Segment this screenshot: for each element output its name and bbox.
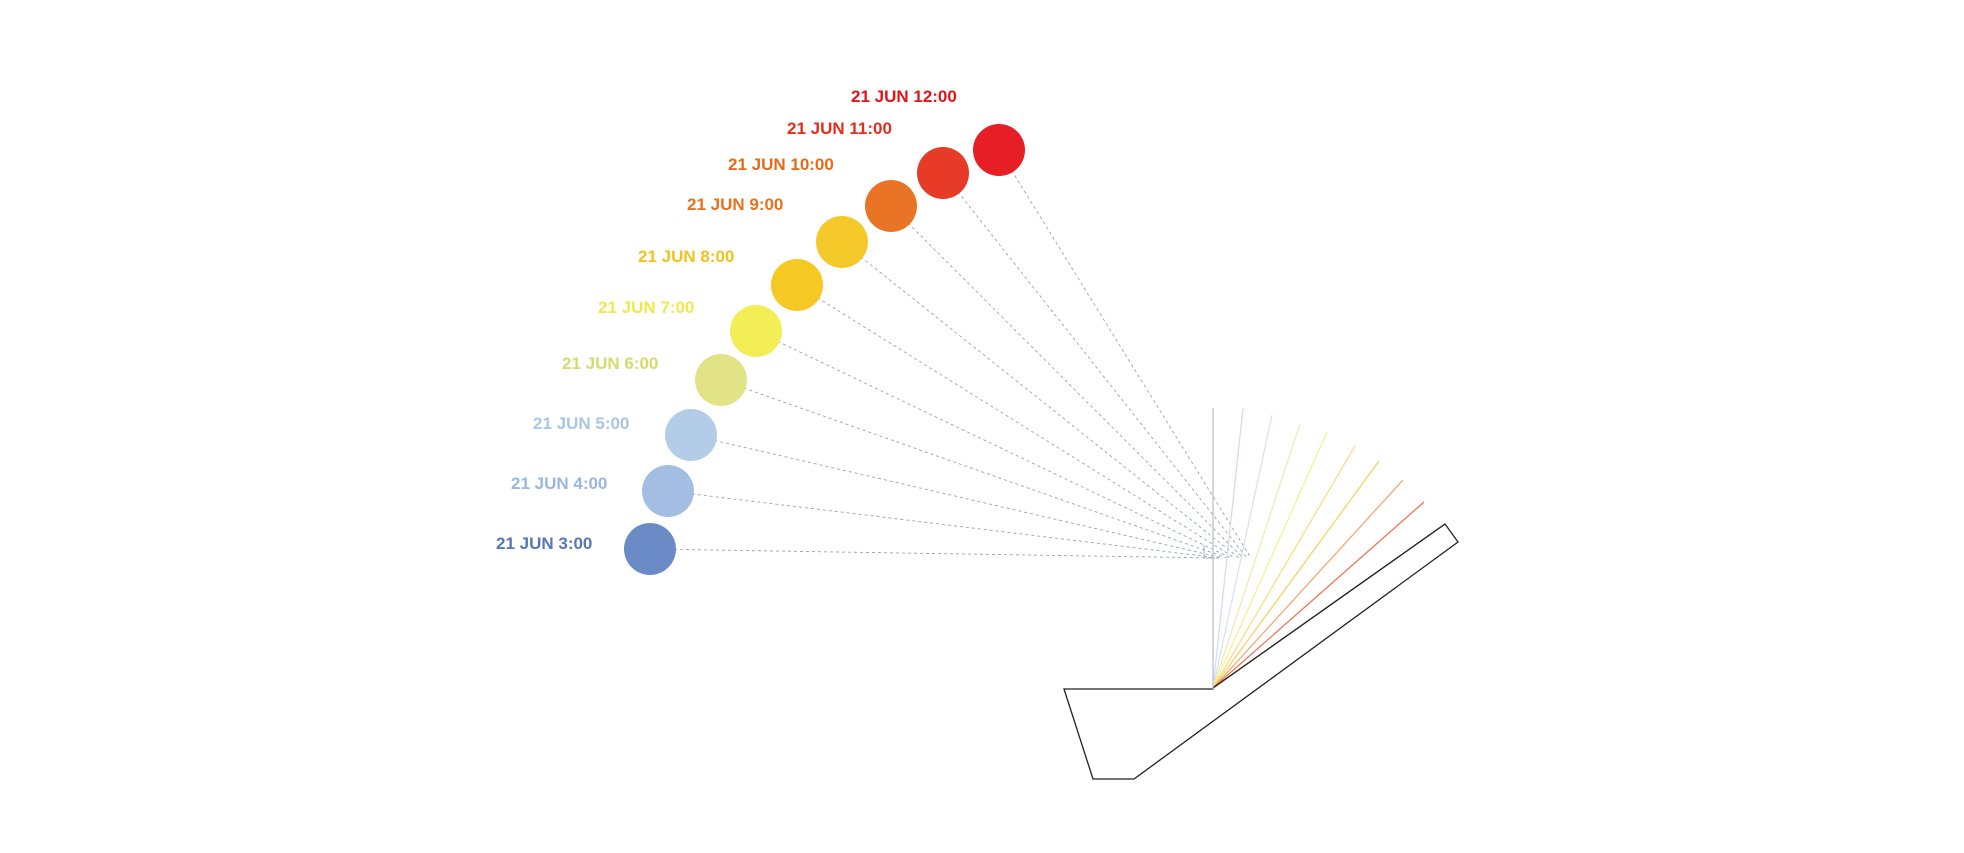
sun-labels: 21 JUN 3:00 21 JUN 4:00 21 JUN 5:00 21 JUN …: [496, 87, 957, 553]
sun-dashed-line: [690, 434, 1224, 559]
building-section: [1063, 408, 1459, 780]
sun-dashed-line: [649, 548, 1216, 559]
sun-time-label: 21 JUN 7:00: [598, 298, 694, 317]
sun-ray: [1212, 460, 1380, 689]
sun-circle: [917, 147, 969, 199]
sun-time-label: 21 JUN 11:00: [787, 119, 892, 138]
right-angle-mark: [1203, 545, 1213, 559]
sun-time-label: 21 JUN 5:00: [533, 414, 629, 433]
sun-time-label: 21 JUN 12:00: [851, 87, 957, 106]
sun-time-label: 21 JUN 4:00: [511, 474, 607, 493]
sun-positions: [624, 124, 1025, 575]
sun-circle: [624, 523, 676, 575]
sun-circle: [642, 465, 694, 517]
sun-ray: [1212, 414, 1273, 689]
sun-dashed-line: [890, 205, 1244, 559]
sun-time-label: 21 JUN 8:00: [638, 247, 734, 266]
sun-dashed-line: [755, 330, 1232, 559]
sun-time-label: 21 JUN 10:00: [728, 155, 834, 174]
sun-ray: [1212, 445, 1356, 689]
sun-ray: [1212, 431, 1328, 689]
sun-circle: [695, 354, 747, 406]
sun-time-label: 21 JUN 3:00: [496, 534, 592, 553]
sun-ray: [1212, 423, 1301, 689]
sun-circle: [771, 259, 823, 311]
sun-ray: [1212, 407, 1244, 689]
sun-time-label: 21 JUN 9:00: [687, 195, 783, 214]
sun-circle: [665, 409, 717, 461]
sun-ray: [1212, 501, 1425, 689]
sun-ray: [1212, 479, 1404, 689]
building-outline: [1063, 523, 1459, 780]
sun-dashed-line: [998, 149, 1252, 559]
sun-dashed-line: [720, 379, 1228, 559]
sun-dashed-line: [796, 284, 1236, 559]
sun-circle: [730, 305, 782, 357]
sun-time-label: 21 JUN 6:00: [562, 354, 658, 373]
sun-dashed-line: [667, 490, 1220, 559]
sun-circle: [865, 180, 917, 232]
sun-dashed-line: [942, 172, 1248, 559]
sun-circle: [816, 216, 868, 268]
sun-dashed-lines: [649, 149, 1252, 559]
sun-circle: [973, 124, 1025, 176]
sun-dashed-line: [841, 241, 1240, 559]
